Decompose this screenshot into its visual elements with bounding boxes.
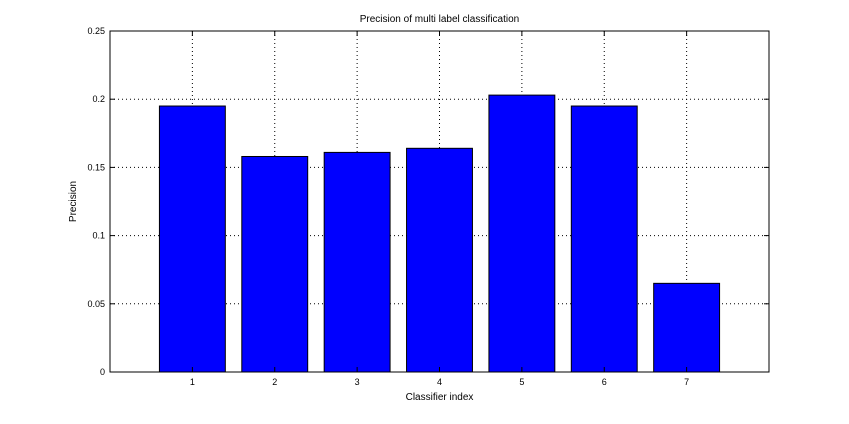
y-tick-label: 0.05: [87, 299, 105, 309]
chart-title: Precision of multi label classification: [360, 14, 520, 25]
y-tick-label: 0: [100, 367, 105, 377]
bar-5: [488, 94, 556, 373]
bar-3: [323, 151, 391, 373]
y-tick-label: 0.25: [87, 26, 105, 36]
bar-2: [241, 155, 309, 373]
bar-1: [158, 105, 226, 373]
y-tick-label: 0.1: [92, 231, 105, 241]
x-tick-label: 3: [355, 377, 360, 387]
y-tick-labels: 0 0.05 0.1 0.15 0.2 0.25: [87, 26, 105, 377]
y-tick-label: 0.15: [87, 162, 105, 172]
bars: [158, 94, 721, 373]
bar-4: [406, 147, 473, 373]
axis-ticks: [110, 30, 769, 373]
x-tick-label: 2: [272, 377, 277, 387]
x-tick-label: 6: [602, 377, 607, 387]
x-tick-label: 5: [519, 377, 524, 387]
bar-6: [570, 105, 638, 373]
x-tick-label: 7: [684, 377, 689, 387]
x-tick-labels: 1 2 3 4 5 6 7: [190, 377, 689, 387]
x-tick-label: 4: [437, 377, 442, 387]
y-tick-label: 0.2: [92, 94, 105, 104]
bar-7: [653, 282, 721, 373]
y-axis-label: Precision: [68, 181, 79, 222]
x-axis-label: Classifier index: [406, 392, 474, 403]
x-tick-label: 1: [190, 377, 195, 387]
